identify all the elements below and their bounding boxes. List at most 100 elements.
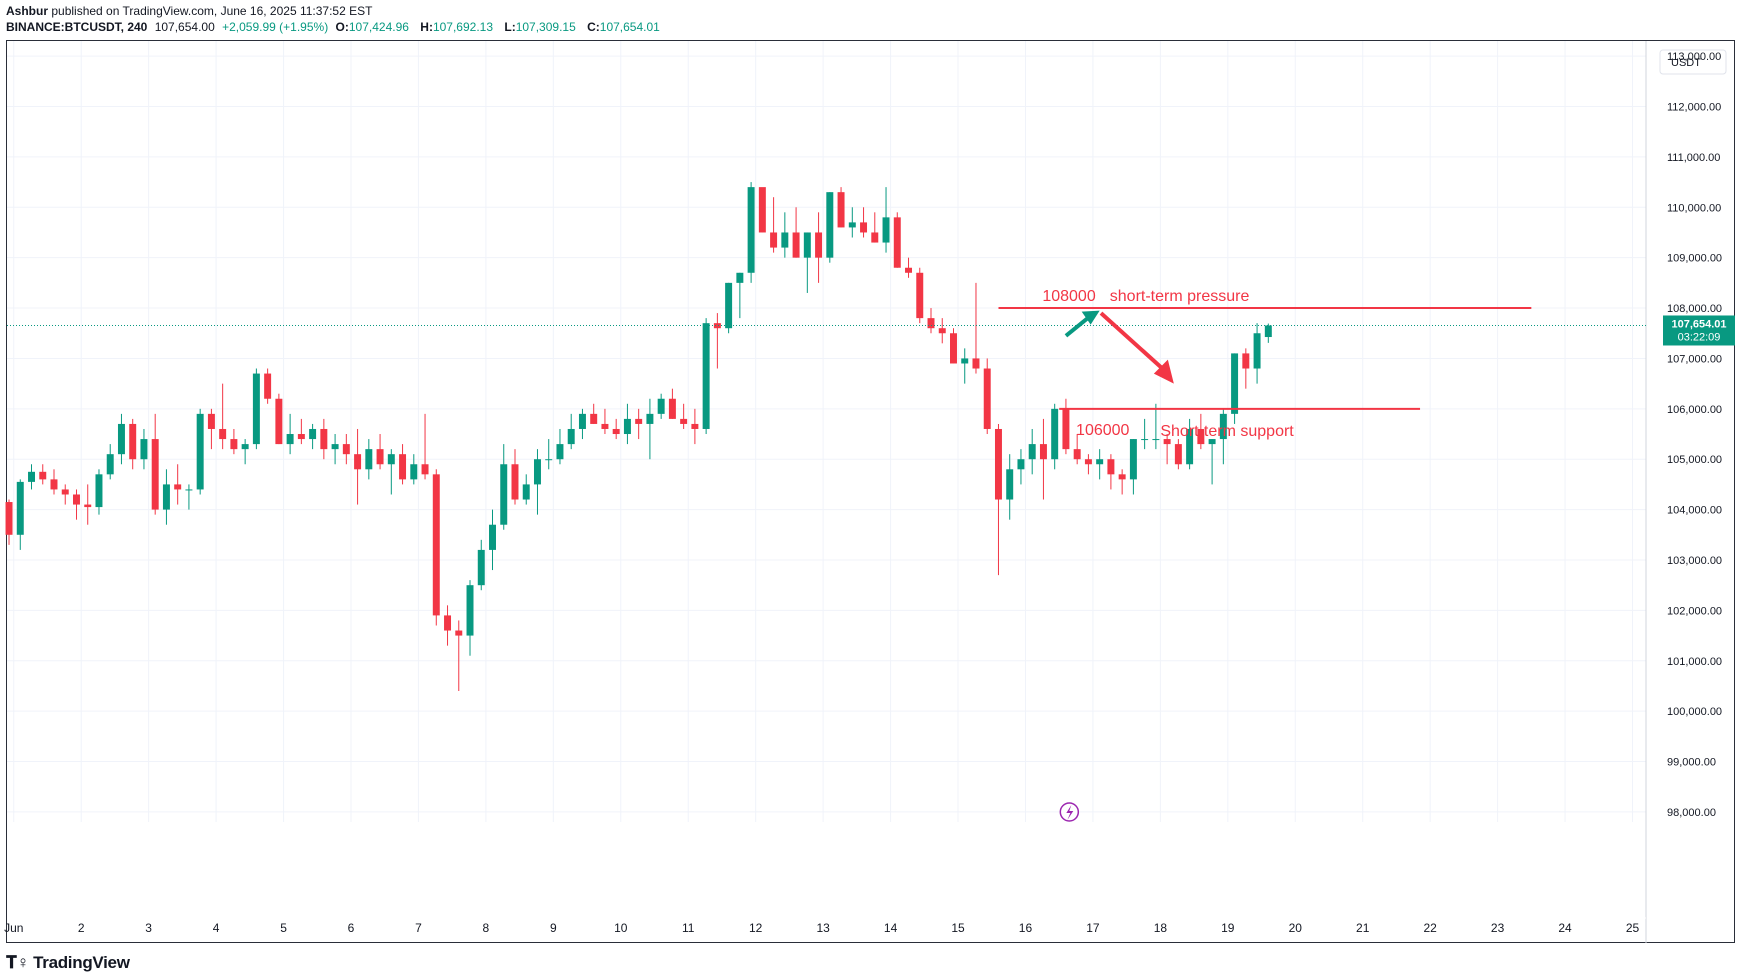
candle-body[interactable] — [635, 418, 643, 424]
up-projection-arrow[interactable] — [1064, 315, 1091, 338]
candle-body[interactable] — [140, 439, 148, 460]
candle-body[interactable] — [466, 585, 474, 636]
candle-body[interactable] — [1219, 413, 1227, 440]
candle-body[interactable] — [758, 187, 766, 233]
candle-body[interactable] — [1152, 439, 1160, 441]
candle-body[interactable] — [680, 418, 688, 424]
candle-body[interactable] — [230, 439, 238, 450]
candle-body[interactable] — [376, 449, 384, 465]
candle-body[interactable] — [410, 464, 418, 480]
candle-body[interactable] — [129, 423, 137, 460]
candle-body[interactable] — [331, 444, 339, 450]
candle-body[interactable] — [1141, 439, 1149, 441]
candle-body[interactable] — [432, 474, 440, 616]
candle-body[interactable] — [545, 459, 553, 461]
candle-body[interactable] — [84, 504, 92, 508]
candle-body[interactable] — [1006, 469, 1014, 500]
candle-body[interactable] — [657, 398, 665, 414]
candle-body[interactable] — [578, 413, 586, 429]
candle-body[interactable] — [1073, 449, 1081, 460]
candle-body[interactable] — [207, 413, 215, 429]
candle-body[interactable] — [1107, 459, 1115, 475]
candle-body[interactable] — [477, 549, 485, 586]
candle-body[interactable] — [297, 434, 305, 440]
candle-body[interactable] — [286, 434, 294, 445]
publisher-name[interactable]: Ashbur — [6, 4, 48, 18]
candle-body[interactable] — [646, 413, 654, 424]
candle-body[interactable] — [781, 232, 789, 248]
candle-body[interactable] — [196, 413, 204, 490]
candle-body[interactable] — [39, 471, 47, 480]
candle-body[interactable] — [342, 444, 350, 455]
candle-body[interactable] — [668, 398, 676, 419]
candle-body[interactable] — [95, 474, 103, 508]
candle-body[interactable] — [1039, 444, 1047, 460]
candle-body[interactable] — [815, 232, 823, 258]
candle-body[interactable] — [1242, 353, 1250, 369]
candle-body[interactable] — [916, 272, 924, 319]
candle-body[interactable] — [837, 192, 845, 228]
candle-body[interactable] — [1186, 428, 1194, 465]
candle-body[interactable] — [590, 413, 598, 424]
candle-body[interactable] — [1163, 439, 1171, 445]
candle-body[interactable] — [185, 489, 193, 491]
candle-body[interactable] — [28, 471, 35, 482]
candle-body[interactable] — [983, 368, 991, 429]
candle-body[interactable] — [556, 444, 564, 460]
candle-body[interactable] — [387, 454, 395, 465]
candle-body[interactable] — [848, 222, 856, 228]
candle-body[interactable] — [533, 459, 541, 485]
candle-body[interactable] — [770, 232, 778, 248]
currency-box[interactable] — [1659, 49, 1727, 75]
candle-body[interactable] — [1051, 408, 1059, 460]
candle-body[interactable] — [601, 423, 609, 429]
candle-body[interactable] — [803, 232, 811, 258]
candle-body[interactable] — [117, 423, 125, 455]
candle-body[interactable] — [219, 428, 227, 440]
candle-body[interactable] — [713, 323, 721, 329]
candle-body[interactable] — [61, 489, 69, 495]
candle-body[interactable] — [421, 464, 429, 475]
candle-body[interactable] — [320, 428, 328, 450]
candle-body[interactable] — [399, 454, 407, 480]
candle-body[interactable] — [309, 428, 317, 440]
candle-body[interactable] — [365, 449, 373, 470]
candle-body[interactable] — [252, 373, 260, 445]
candle-body[interactable] — [1118, 474, 1126, 480]
candle-body[interactable] — [961, 358, 969, 364]
candle-body[interactable] — [354, 454, 362, 470]
candle-body[interactable] — [1129, 439, 1137, 480]
candle-body[interactable] — [455, 630, 463, 636]
candle-body[interactable] — [1062, 408, 1070, 450]
candle-body[interactable] — [736, 272, 744, 283]
candle-body[interactable] — [106, 454, 114, 475]
candle-body[interactable] — [860, 222, 868, 233]
candle-body[interactable] — [500, 464, 508, 525]
down-projection-arrow[interactable] — [1099, 311, 1168, 374]
candle-body[interactable] — [16, 481, 24, 535]
candle-body[interactable] — [826, 192, 834, 258]
candle-body[interactable] — [174, 484, 182, 490]
candle-body[interactable] — [1017, 459, 1025, 470]
candle-body[interactable] — [162, 484, 170, 510]
candle-body[interactable] — [702, 323, 710, 429]
candle-body[interactable] — [994, 428, 1002, 500]
candle-body[interactable] — [950, 333, 957, 364]
candle-body[interactable] — [275, 398, 283, 445]
symbol-label[interactable]: BINANCE:BTCUSDT, 240 — [6, 20, 148, 34]
candle-body[interactable] — [151, 439, 159, 510]
candle-body[interactable] — [5, 502, 13, 535]
candle-body[interactable] — [1096, 459, 1104, 465]
candle-body[interactable] — [612, 428, 620, 435]
candle-body[interactable] — [1253, 333, 1261, 369]
candle-body[interactable] — [972, 358, 980, 369]
candle-body[interactable] — [938, 328, 946, 334]
candle-body[interactable] — [489, 524, 496, 550]
candle-body[interactable] — [882, 217, 890, 243]
chart-frame[interactable] — [6, 40, 1735, 943]
candle-body[interactable] — [1197, 428, 1205, 445]
candle-body[interactable] — [747, 187, 755, 273]
last-price-badge[interactable] — [1663, 315, 1735, 346]
candle-body[interactable] — [905, 267, 913, 273]
candle-body[interactable] — [1264, 325, 1272, 338]
